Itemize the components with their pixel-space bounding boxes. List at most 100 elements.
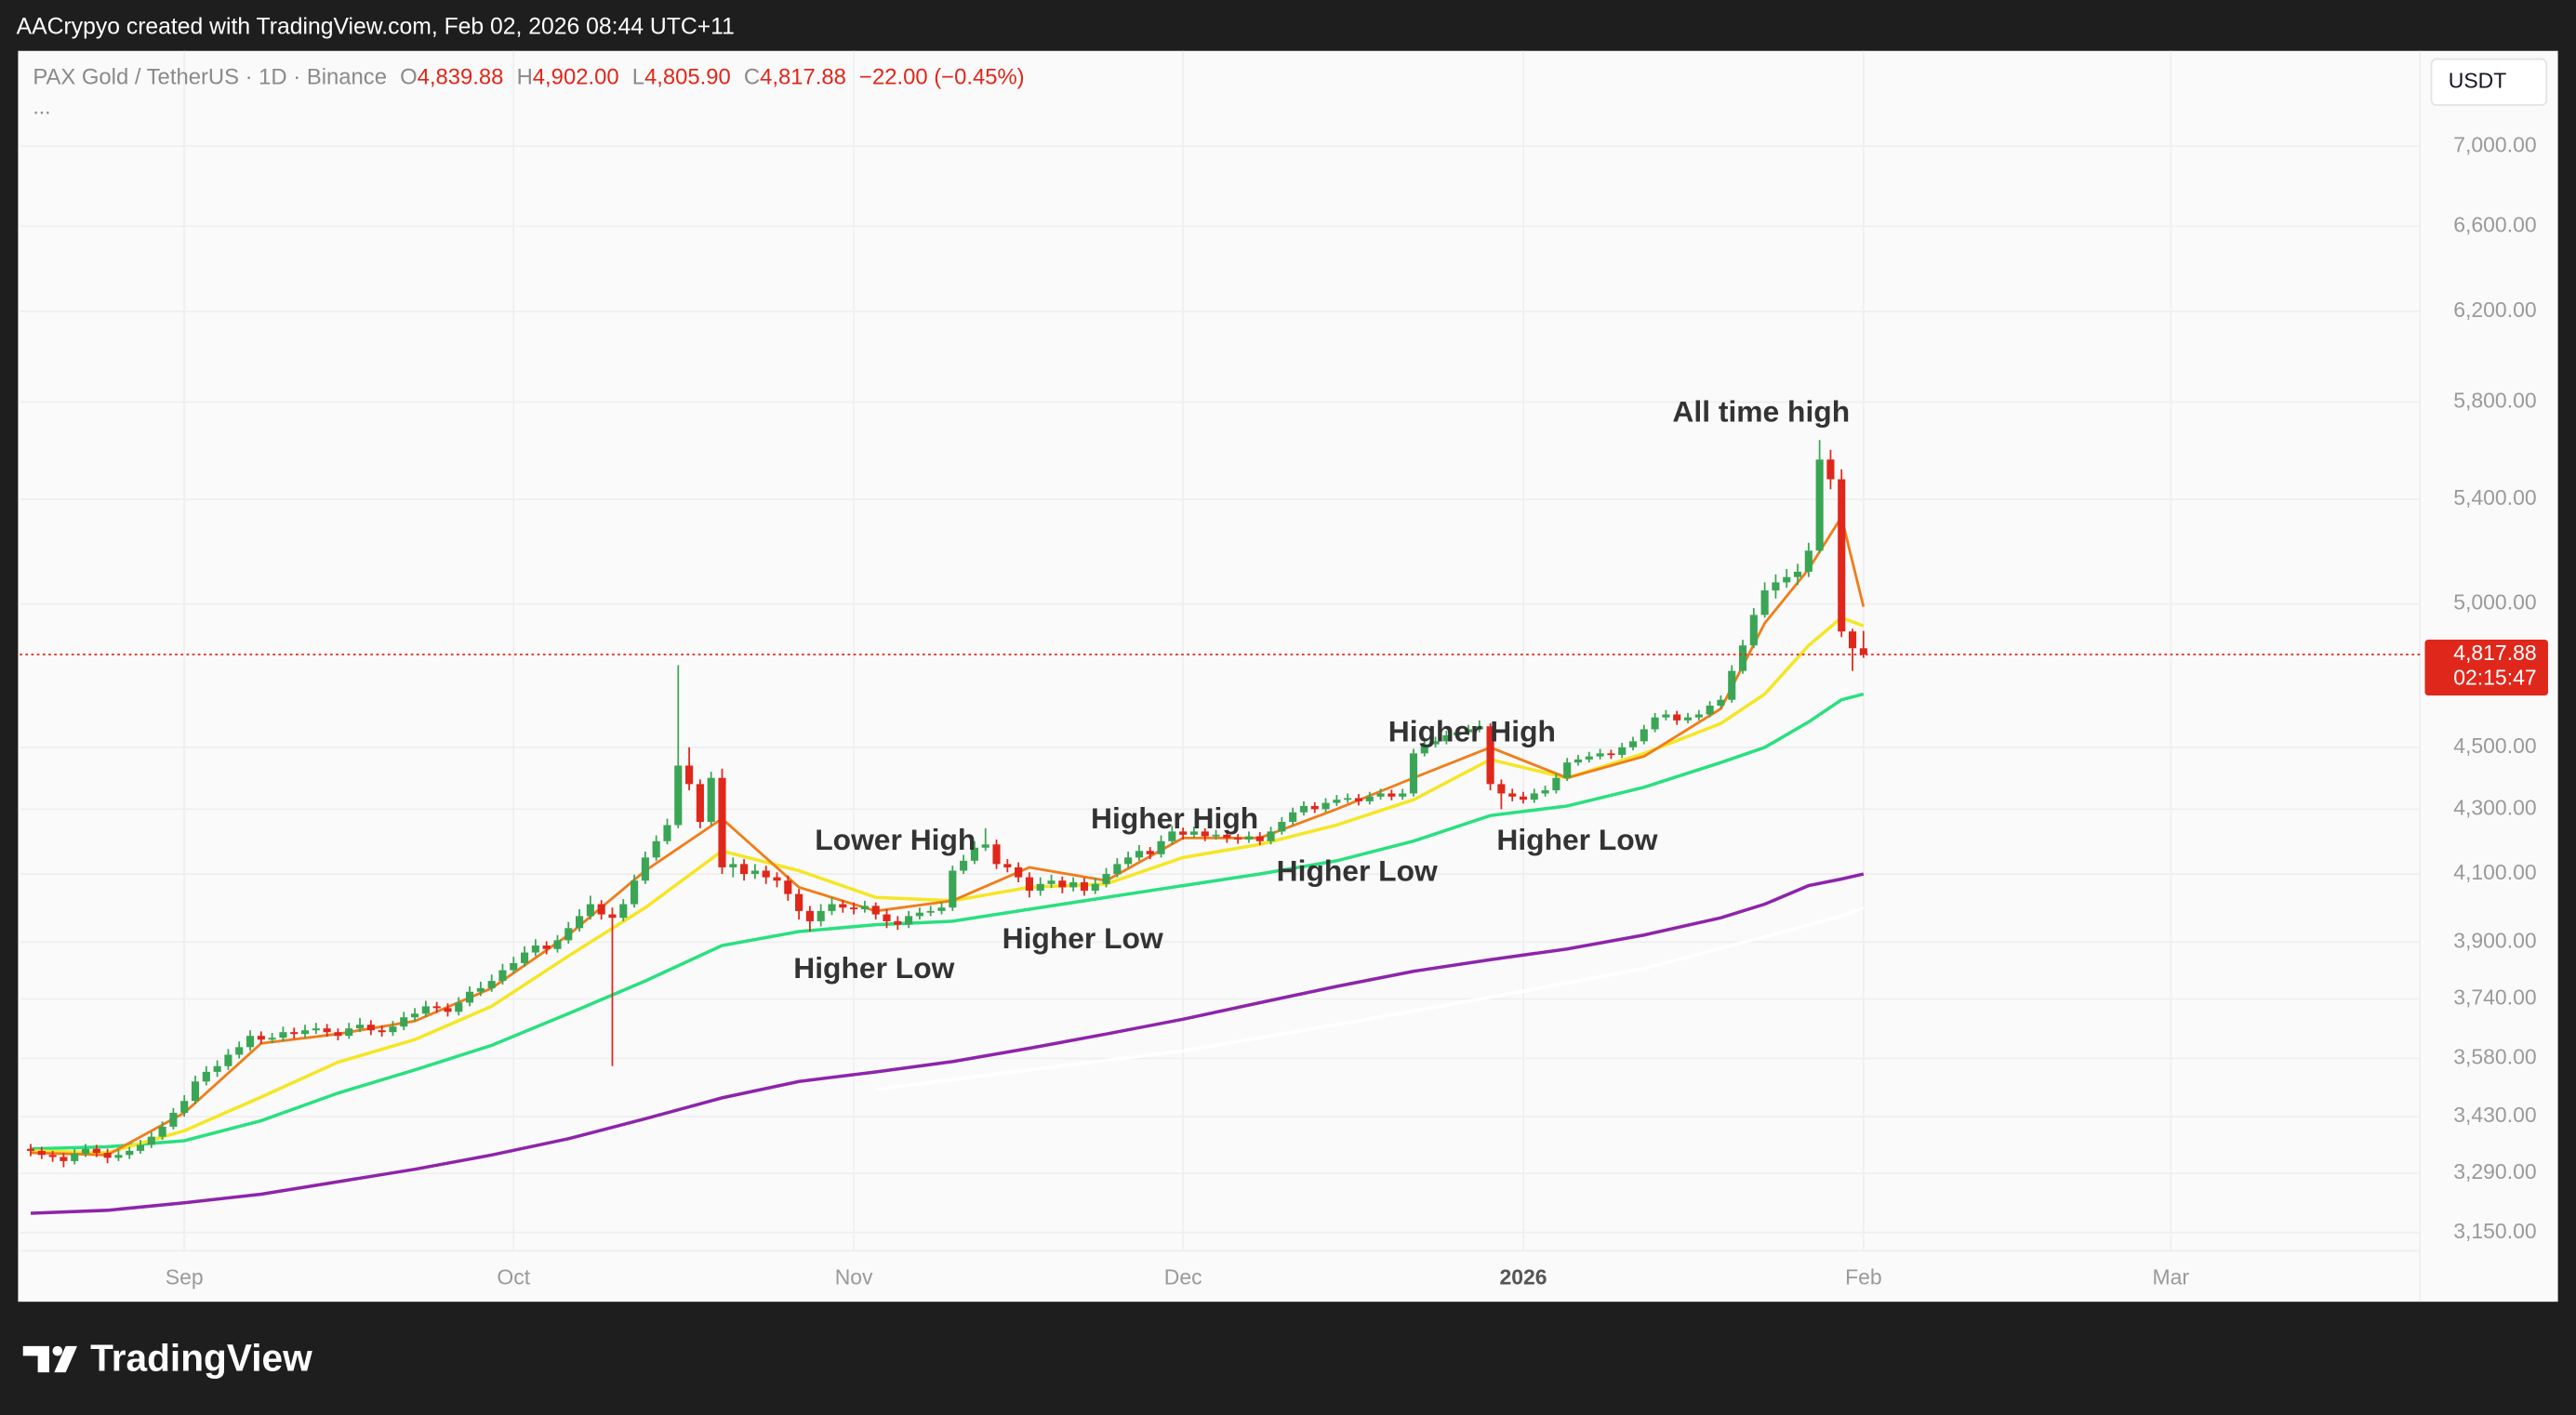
candle-body bbox=[1552, 777, 1560, 791]
candle-body bbox=[531, 946, 539, 953]
candle-body bbox=[400, 1017, 408, 1027]
currency-label[interactable]: USDT bbox=[2449, 68, 2506, 92]
candle-body bbox=[871, 906, 880, 915]
candle-body bbox=[1563, 762, 1572, 778]
candle-body bbox=[817, 910, 825, 921]
candle-body bbox=[553, 940, 562, 949]
annotation: Higher High bbox=[1388, 715, 1556, 748]
candle-body bbox=[92, 1148, 100, 1154]
candle-body bbox=[498, 970, 507, 982]
candle-body bbox=[224, 1054, 232, 1066]
candle-body bbox=[246, 1036, 255, 1048]
candle-body bbox=[1717, 699, 1725, 707]
y-tick-label: 3,150.00 bbox=[2453, 1219, 2536, 1243]
candle-body bbox=[1596, 753, 1604, 757]
candle-body bbox=[1760, 590, 1769, 615]
annotation: Higher Low bbox=[1003, 921, 1163, 955]
candle-body bbox=[1508, 793, 1517, 797]
candle-body bbox=[597, 904, 605, 915]
candle-body bbox=[1497, 784, 1506, 794]
candle-body bbox=[81, 1148, 90, 1154]
candle-body bbox=[300, 1030, 310, 1035]
candle-body bbox=[389, 1026, 397, 1033]
candle-body bbox=[860, 906, 869, 910]
candle-body bbox=[323, 1028, 331, 1033]
annotation: Higher High bbox=[1091, 801, 1258, 835]
countdown: 02:15:47 bbox=[2453, 665, 2536, 689]
candle-body bbox=[1738, 645, 1747, 671]
candle-body bbox=[1189, 831, 1199, 835]
last-price-label: 4,817.88 bbox=[2453, 641, 2536, 665]
candle-body bbox=[1015, 866, 1023, 878]
candle-body bbox=[279, 1032, 287, 1038]
candle-body bbox=[750, 870, 759, 875]
candle-body bbox=[366, 1025, 375, 1031]
currency-button[interactable] bbox=[2430, 58, 2548, 106]
candle-body bbox=[1223, 834, 1231, 839]
candle-body bbox=[1321, 802, 1330, 810]
x-tick-label: Mar bbox=[2153, 1265, 2190, 1289]
candle-body bbox=[169, 1112, 178, 1127]
y-tick-label: 7,000.00 bbox=[2453, 132, 2536, 156]
candle-body bbox=[1694, 714, 1703, 718]
candle-body bbox=[1618, 747, 1627, 755]
annotation: Higher Low bbox=[1496, 823, 1657, 856]
candle-body bbox=[476, 987, 485, 992]
candle-body bbox=[663, 825, 671, 841]
candle-body bbox=[465, 991, 474, 1003]
candle-body bbox=[981, 844, 989, 848]
y-tick-label: 4,300.00 bbox=[2453, 795, 2536, 819]
candle-body bbox=[1573, 759, 1583, 763]
moving-average bbox=[30, 692, 1865, 1151]
candle-body bbox=[1486, 726, 1494, 785]
ohlc-value: 4,805.90 bbox=[644, 65, 731, 90]
candle-body bbox=[147, 1136, 155, 1145]
candle-body bbox=[1091, 883, 1099, 892]
candle-body bbox=[949, 870, 957, 908]
candle-body bbox=[1244, 836, 1254, 840]
moving-average bbox=[30, 872, 1865, 1215]
ohlc-value: 4,902.00 bbox=[533, 65, 619, 90]
logo-dot bbox=[52, 1345, 63, 1356]
symbol: PAX Gold / TetherUS · 1D · Binance bbox=[33, 65, 387, 90]
caption: AACrypyo created with TradingView.com, F… bbox=[17, 15, 735, 40]
candle-body bbox=[1826, 459, 1835, 480]
candle-body bbox=[1607, 753, 1615, 756]
candle-body bbox=[1201, 831, 1209, 837]
candle-body bbox=[564, 928, 573, 941]
candle-body bbox=[290, 1032, 299, 1035]
candle-body bbox=[1124, 857, 1133, 865]
candle-body bbox=[729, 864, 737, 867]
candle-body bbox=[762, 870, 770, 878]
candle-body bbox=[345, 1028, 353, 1037]
logo-mark bbox=[22, 1345, 49, 1373]
candle-body bbox=[180, 1101, 189, 1113]
change: −22.00 (−0.45%) bbox=[859, 65, 1025, 90]
candle-body bbox=[1113, 864, 1122, 875]
candle-body bbox=[773, 877, 781, 881]
candle-body bbox=[334, 1032, 342, 1037]
candle-body bbox=[103, 1153, 112, 1158]
candle-body bbox=[191, 1081, 200, 1102]
moving-average bbox=[30, 513, 1866, 1157]
candle-body bbox=[1310, 805, 1319, 810]
candle-body bbox=[805, 910, 814, 921]
candle-body bbox=[1728, 670, 1736, 700]
candle-body bbox=[1519, 796, 1528, 800]
annotation: Higher Low bbox=[793, 951, 954, 985]
chart-panel bbox=[18, 50, 2558, 1303]
candle-body bbox=[1102, 874, 1110, 884]
candle-body bbox=[1025, 877, 1033, 892]
x-tick-label: Sep bbox=[166, 1265, 204, 1289]
candle-body bbox=[915, 912, 923, 917]
y-tick-label: 6,600.00 bbox=[2453, 212, 2536, 236]
candle-body bbox=[1409, 753, 1418, 794]
candle-body bbox=[60, 1157, 68, 1161]
candle-body bbox=[1376, 793, 1385, 797]
candle-body bbox=[619, 904, 628, 919]
candle-body bbox=[992, 844, 1001, 865]
more-menu[interactable]: ... bbox=[33, 95, 50, 119]
candle-body bbox=[883, 914, 891, 921]
candle-body bbox=[1706, 706, 1714, 715]
